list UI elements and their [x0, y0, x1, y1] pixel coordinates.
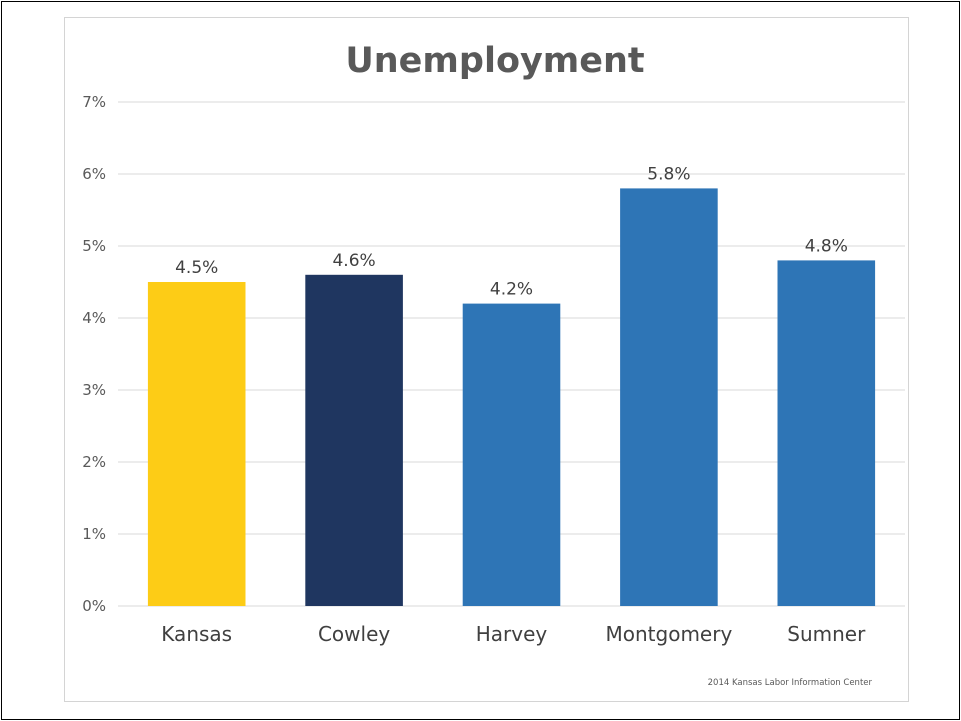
y-tick-label: 0%	[82, 597, 106, 615]
x-category-label: Cowley	[318, 622, 390, 646]
y-tick-label: 6%	[82, 165, 106, 183]
data-labels: 4.5% 4.6% 4.2% 5.8% 4.8%	[175, 164, 848, 299]
x-category-label: Montgomery	[606, 622, 733, 646]
data-label: 4.6%	[332, 251, 375, 271]
chart-title: Unemployment	[345, 41, 644, 81]
x-category-label: Kansas	[161, 622, 232, 646]
bar	[305, 274, 403, 606]
bars	[147, 188, 876, 606]
y-tick-label: 1%	[82, 525, 106, 543]
chart-border	[64, 17, 909, 702]
data-label: 4.8%	[805, 236, 848, 256]
x-axis-categories: Kansas Cowley Harvey Montgomery Sumner	[161, 622, 866, 646]
source-note: 2014 Kansas Labor Information Center	[708, 678, 873, 688]
data-label: 4.2%	[490, 280, 533, 300]
bar	[147, 282, 246, 606]
y-tick-label: 7%	[82, 93, 106, 111]
data-label: 5.8%	[647, 164, 690, 184]
bar	[777, 260, 876, 606]
x-category-label: Sumner	[787, 622, 866, 646]
bar	[620, 188, 718, 606]
y-tick-label: 2%	[82, 453, 106, 471]
data-label: 4.5%	[175, 258, 218, 278]
bar	[462, 303, 561, 606]
y-axis-ticks: 0% 1% 2% 3% 4% 5% 6% 7%	[82, 93, 106, 615]
x-category-label: Harvey	[476, 622, 548, 646]
y-tick-label: 3%	[82, 381, 106, 399]
y-tick-label: 4%	[82, 309, 106, 327]
y-tick-label: 5%	[82, 237, 106, 255]
